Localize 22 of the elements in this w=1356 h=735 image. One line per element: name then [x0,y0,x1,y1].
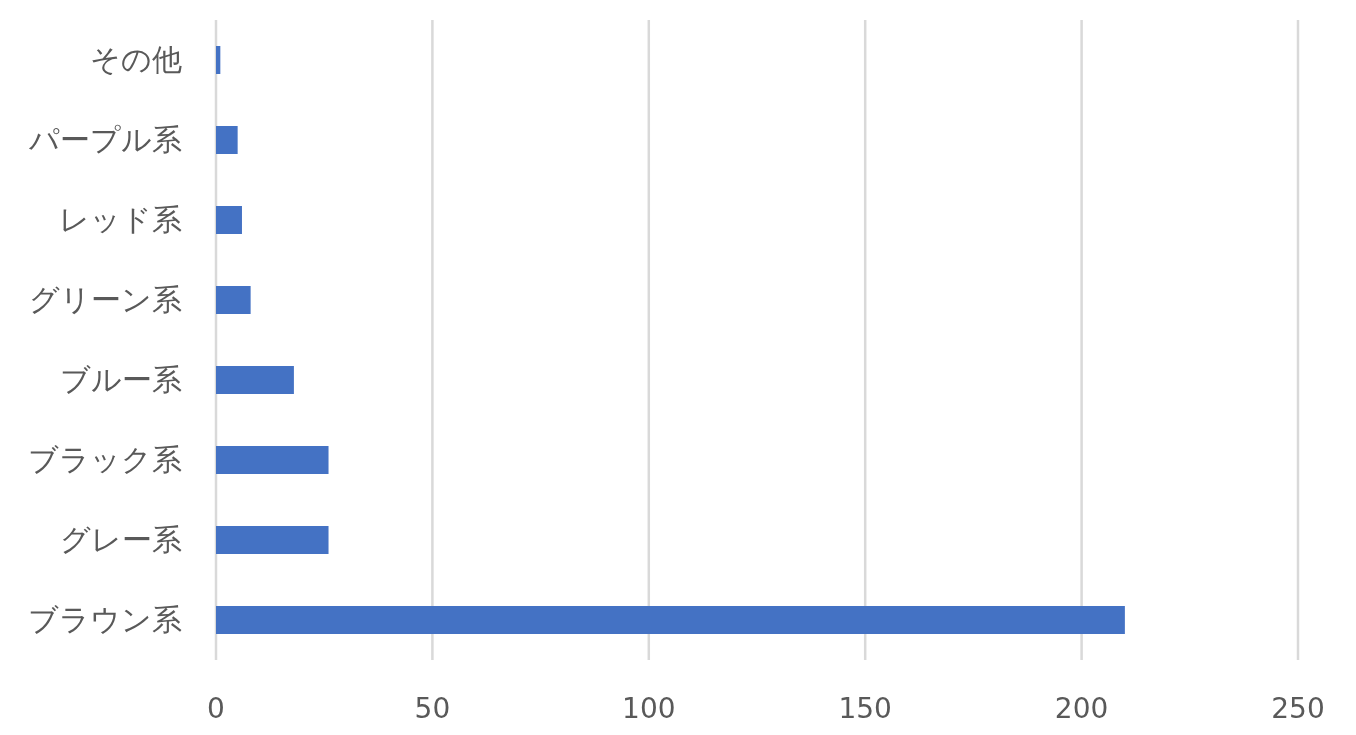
y-tick-label: グレー系 [60,522,182,557]
y-tick-label: パープル系 [28,122,182,157]
x-tick-label: 150 [838,692,892,725]
bar [216,446,329,474]
bar [216,206,242,234]
y-tick-label: グリーン系 [29,282,182,317]
y-tick-label: ブルー系 [60,362,182,397]
y-tick-label: レッド系 [59,202,182,237]
x-tick-label: 200 [1054,692,1109,725]
y-tick-label: その他 [90,42,182,77]
bar [216,606,1125,634]
y-tick-label: ブラック系 [28,442,182,477]
bar [216,46,221,74]
x-tick-label: 0 [207,692,225,725]
x-tick-label: 50 [414,692,451,725]
bar [216,366,294,394]
y-tick-label: ブラウン系 [28,602,182,637]
x-tick-label: 250 [1271,692,1325,725]
bar [216,526,329,554]
bar [216,126,238,154]
x-tick-label: 100 [622,692,676,725]
bar [216,286,251,314]
